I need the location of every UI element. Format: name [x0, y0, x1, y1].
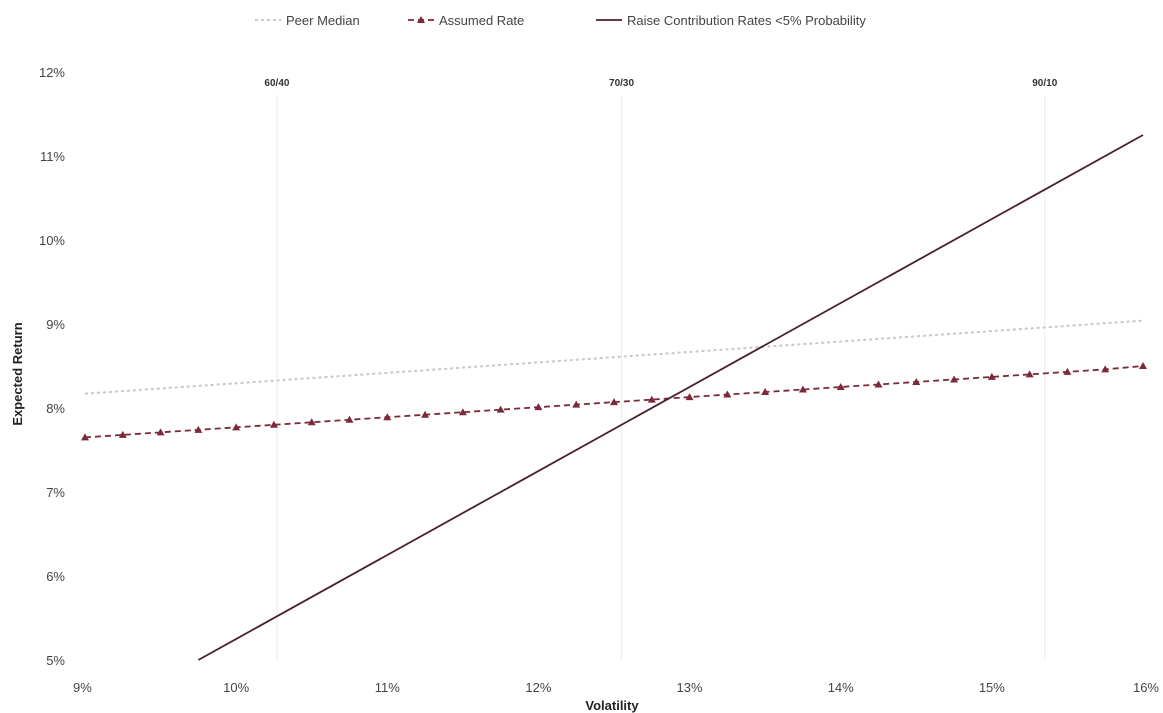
- y-tick-label: 12%: [39, 65, 65, 80]
- x-tick-label: 9%: [73, 680, 92, 695]
- x-tick-label: 12%: [525, 680, 551, 695]
- series-point: [723, 390, 732, 398]
- x-tick-label: 15%: [979, 680, 1005, 695]
- legend-marker: [417, 16, 425, 23]
- series-layer: [81, 134, 1147, 661]
- series-point: [987, 372, 996, 380]
- y-axis-ticks: 5% 6% 7% 8% 9% 10% 11% 12%: [39, 65, 65, 668]
- x-tick-label: 16%: [1133, 680, 1159, 695]
- y-axis-title: Expected Return: [10, 322, 25, 425]
- y-tick-label: 8%: [46, 401, 65, 416]
- series-point: [647, 395, 656, 403]
- series-point: [572, 400, 581, 408]
- series-point: [874, 380, 883, 388]
- series-point: [1063, 367, 1072, 375]
- reference-lines: 60/40 70/30 90/10: [264, 78, 1058, 660]
- legend-label: Peer Median: [286, 13, 360, 28]
- y-tick-label: 10%: [39, 233, 65, 248]
- y-tick-label: 11%: [40, 149, 65, 164]
- legend-label: Raise Contribution Rates <5% Probability: [627, 13, 866, 28]
- series-point: [118, 430, 127, 438]
- x-axis-title: Volatility: [585, 698, 639, 713]
- series-point: [761, 388, 770, 396]
- x-tick-label: 13%: [677, 680, 703, 695]
- series-point: [912, 377, 921, 385]
- y-tick-label: 6%: [46, 569, 65, 584]
- series-point: [194, 425, 203, 433]
- series-point: [685, 393, 694, 401]
- y-tick-label: 9%: [46, 317, 65, 332]
- series-point: [1101, 365, 1110, 373]
- series-point: [534, 403, 543, 411]
- series-point: [383, 413, 392, 421]
- y-tick-label: 7%: [46, 485, 65, 500]
- series-point: [458, 408, 467, 416]
- series-point: [836, 383, 845, 390]
- reference-line-label: 90/10: [1032, 78, 1057, 89]
- series-point: [496, 405, 505, 413]
- series-point: [307, 418, 316, 426]
- series-point: [610, 398, 618, 406]
- series-point: [1139, 362, 1147, 369]
- x-tick-label: 11%: [375, 680, 400, 695]
- series-point: [421, 410, 430, 418]
- legend: Peer Median Assumed Rate Raise Contributio…: [255, 13, 866, 28]
- series-point: [269, 420, 278, 428]
- reference-line-label: 60/40: [264, 78, 289, 89]
- series-point: [798, 385, 807, 393]
- x-tick-label: 10%: [223, 680, 249, 695]
- series-line: [197, 134, 1144, 661]
- series-point: [950, 375, 959, 383]
- series-point: [232, 423, 241, 431]
- series-point: [81, 433, 89, 441]
- series-point: [156, 428, 165, 436]
- reference-line-label: 70/30: [609, 78, 634, 89]
- legend-label: Assumed Rate: [439, 13, 524, 28]
- x-tick-label: 14%: [828, 680, 854, 695]
- series-line: [84, 319, 1144, 395]
- x-axis-ticks: 9% 10% 11% 12% 13% 14% 15% 16%: [73, 680, 1159, 695]
- series-point: [345, 415, 354, 423]
- y-tick-label: 5%: [46, 653, 65, 668]
- series-point: [1025, 370, 1034, 378]
